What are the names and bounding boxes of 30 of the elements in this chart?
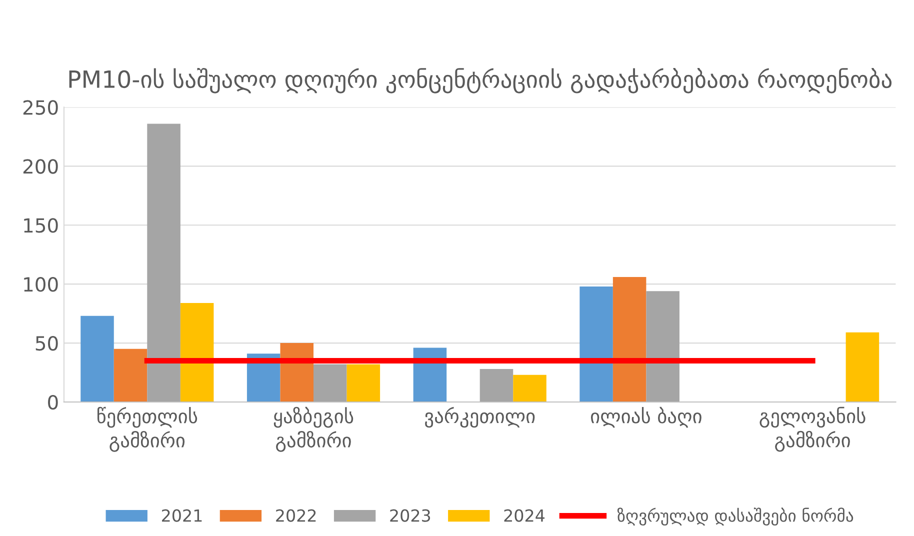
bar [180,302,214,402]
bar [480,368,514,402]
y-tick-label: 250 [23,100,58,115]
legend-label: ზღვრულად დასაშვები ნორმა [617,508,854,526]
y-tick-label: 200 [23,159,58,174]
y-tick-label: 0 [48,394,58,410]
bar [80,316,114,402]
legend-label: 2023 [390,509,430,522]
bar [646,291,680,402]
bar [314,364,347,402]
bar [612,277,646,402]
bar [580,286,613,402]
x-tick-label: წერეთლის გამზირი [98,406,198,452]
legend-label: 2021 [162,509,202,522]
bar [114,348,148,402]
bar [513,374,546,402]
x-tick-label: ილიას ბაღი [590,406,702,428]
y-tick-label: 100 [24,277,58,292]
bar [280,343,314,402]
x-tick-label: გელოვანის გამზირი [760,406,866,452]
legend-label: 2024 [504,509,545,522]
y-tick-label: 150 [24,218,58,233]
legend-label: 2022 [276,509,316,522]
x-tick-label: ყაზბეგის გამზირი [274,406,354,452]
x-tick-label: ვარკეთილი [425,406,535,428]
bar [846,332,880,402]
bar [147,124,180,402]
chart-title: PM10-ის საშუალო დღიური კონცენტრაციის გადაჭარბებათა რაოდენობა [69,68,892,94]
y-tick-label: 50 [36,336,58,351]
bar [346,364,380,402]
